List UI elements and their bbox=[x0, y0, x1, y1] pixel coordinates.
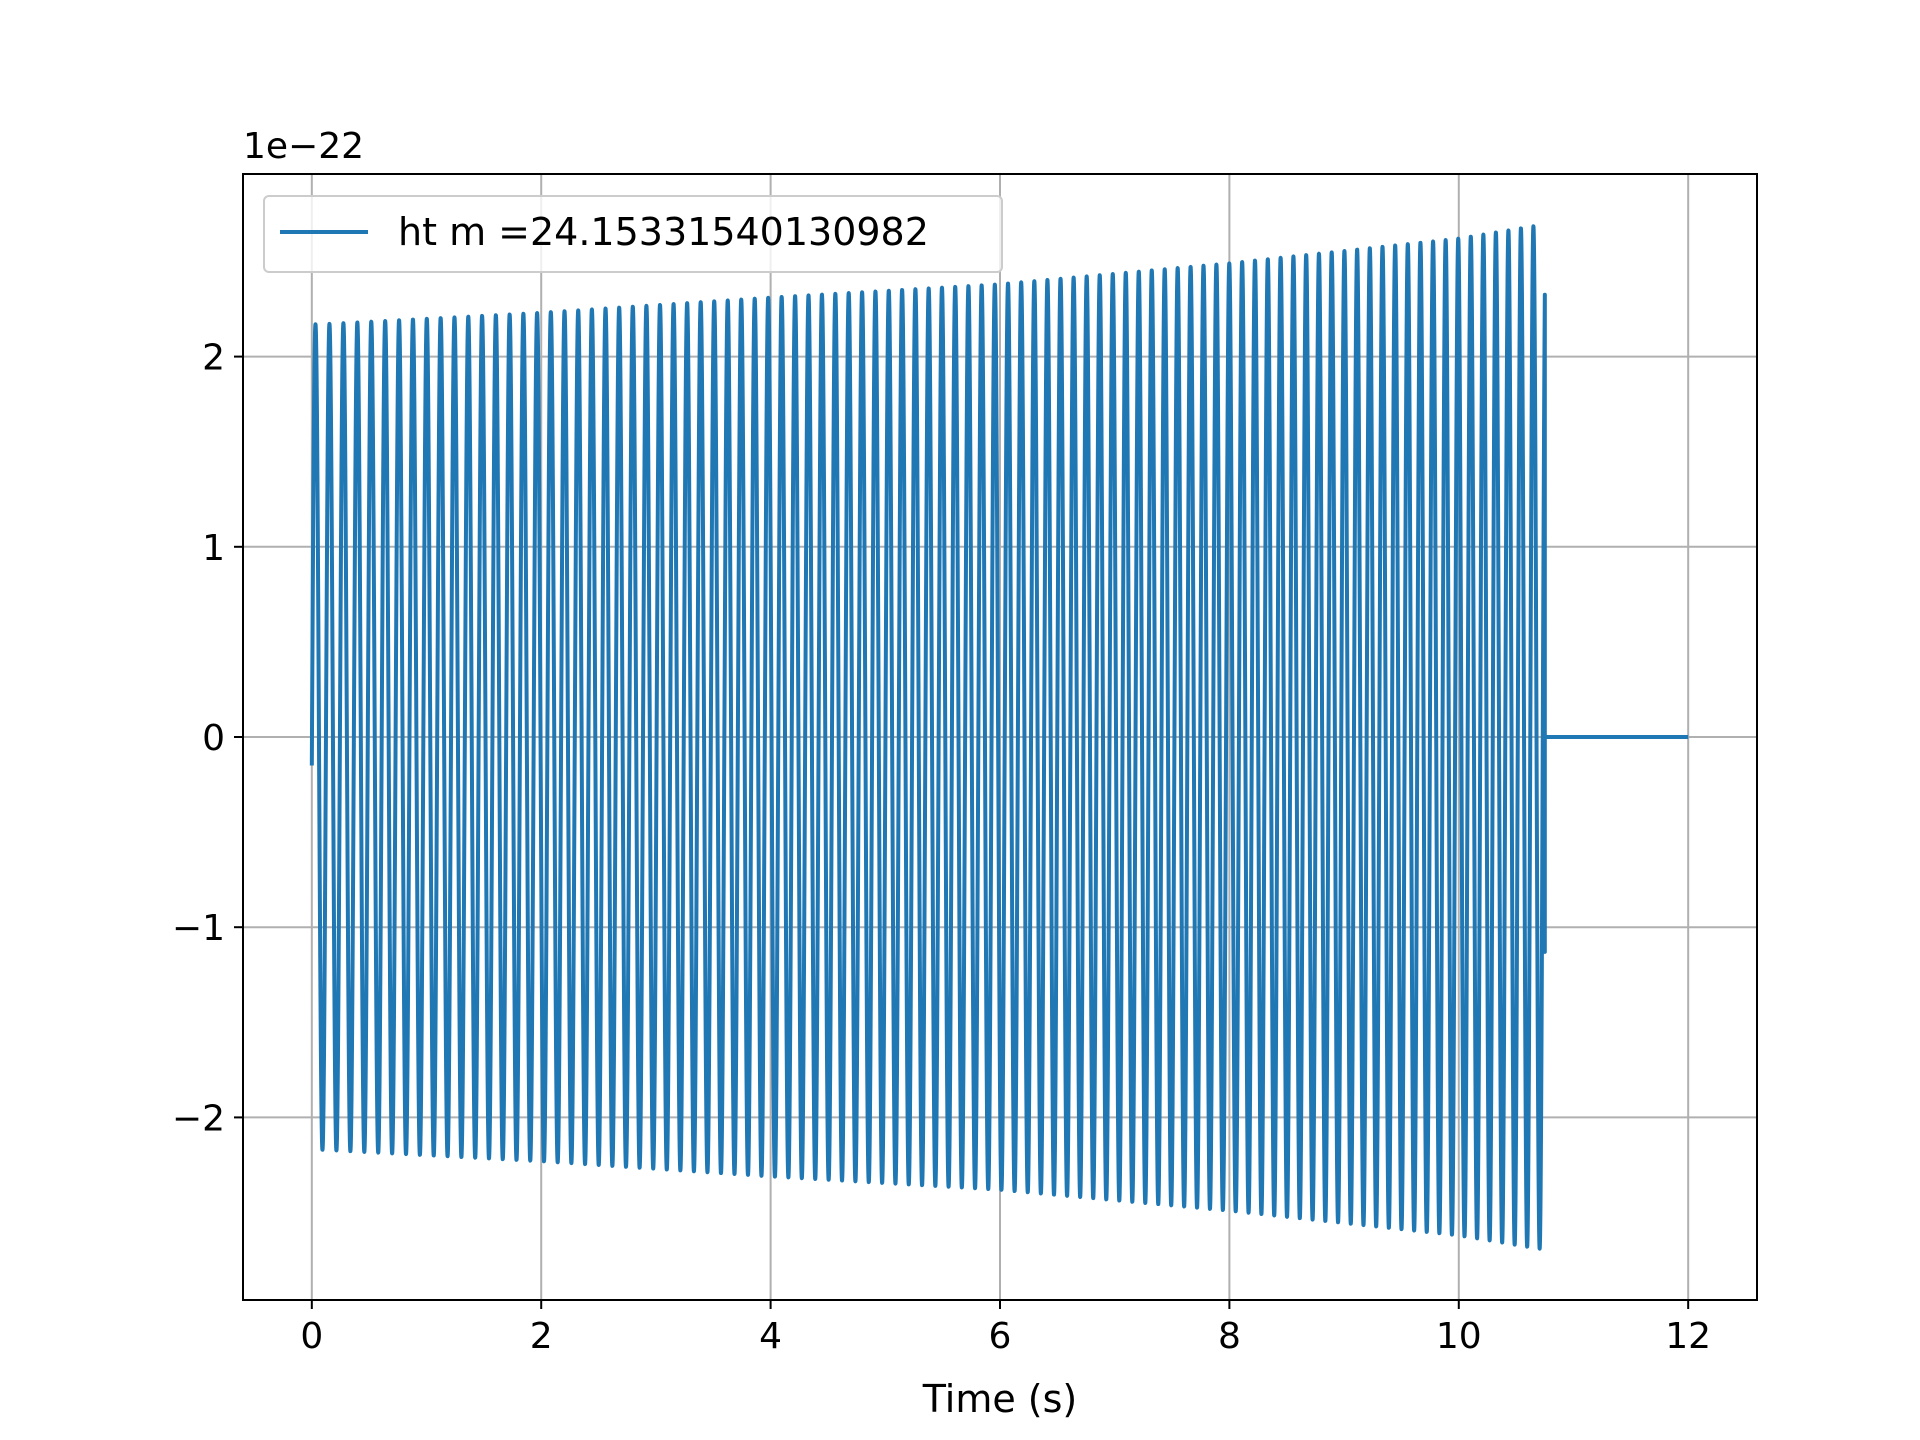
y-tick-label: 2 bbox=[202, 338, 225, 379]
legend-box bbox=[263, 195, 1003, 273]
x-tick-label: 8 bbox=[1218, 1316, 1241, 1357]
y-axis-offset-label: 1e−22 bbox=[243, 126, 364, 167]
x-tick-label: 4 bbox=[759, 1316, 782, 1357]
legend: ht m =24.15331540130982 bbox=[263, 195, 1003, 273]
x-axis-label: Time (s) bbox=[922, 1377, 1078, 1421]
legend-label: ht m =24.15331540130982 bbox=[398, 210, 929, 254]
x-tick-label: 6 bbox=[989, 1316, 1012, 1357]
x-tick-label: 2 bbox=[530, 1316, 553, 1357]
y-tick-label: −2 bbox=[172, 1098, 225, 1139]
y-tick-label: 0 bbox=[202, 718, 225, 759]
series-line-ht bbox=[309, 224, 1689, 1251]
y-tick-label: −1 bbox=[172, 908, 225, 949]
x-tick-label: 0 bbox=[300, 1316, 323, 1357]
y-tick-label: 1 bbox=[202, 528, 225, 569]
x-tick-label: 10 bbox=[1436, 1316, 1482, 1357]
x-tick-label: 12 bbox=[1665, 1316, 1711, 1357]
plot-area bbox=[309, 224, 1689, 1251]
